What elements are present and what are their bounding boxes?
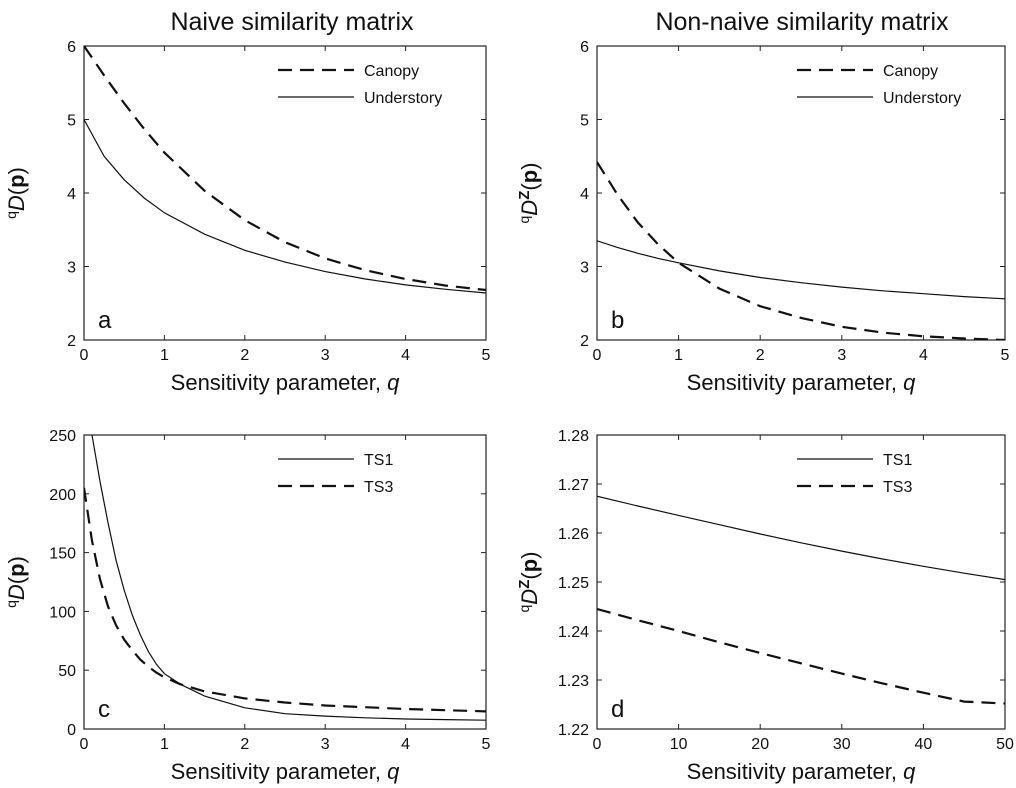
x-tick-label: 50	[996, 736, 1014, 753]
legend-label-understory: Understory	[364, 90, 442, 107]
x-tick-label: 5	[482, 736, 491, 753]
x-tick-label: 4	[919, 347, 928, 364]
legend-label-canopy: Canopy	[883, 63, 938, 80]
x-axis-label: Sensitivity parameter, q	[687, 759, 916, 784]
series-line-canopy	[597, 161, 1005, 340]
legend-label-ts3: TS3	[364, 479, 393, 496]
x-tick-label: 10	[670, 736, 688, 753]
x-tick-label: 0	[80, 347, 89, 364]
x-tick-label: 2	[240, 347, 249, 364]
series-line-ts1	[597, 495, 1005, 581]
x-tick-label: 1	[160, 347, 169, 364]
y-tick-label: 1.23	[558, 673, 589, 690]
y-tick-label: 5	[67, 113, 76, 130]
x-tick-label: 0	[593, 736, 602, 753]
y-axis-label: qD(p)	[3, 556, 29, 608]
x-tick-label: 40	[915, 736, 933, 753]
y-tick-label: 1.27	[558, 477, 589, 494]
y-tick-label: 4	[580, 186, 589, 203]
y-tick-label: 50	[58, 663, 76, 680]
x-tick-label: 4	[401, 347, 410, 364]
legend-label-canopy: Canopy	[364, 63, 419, 80]
series-line-ts1	[91, 435, 486, 721]
y-tick-label: 200	[49, 487, 76, 504]
x-tick-label: 1	[160, 736, 169, 753]
x-tick-label: 30	[833, 736, 851, 753]
x-tick-label: 3	[321, 347, 330, 364]
x-axis-label: Sensitivity parameter, q	[687, 370, 916, 395]
legend-label-ts1: TS1	[364, 452, 393, 469]
y-tick-label: 1.24	[558, 624, 589, 641]
y-tick-label: 1.22	[558, 722, 589, 739]
y-tick-label: 3	[67, 260, 76, 277]
series-line-ts3	[597, 607, 1005, 705]
x-tick-label: 3	[837, 347, 846, 364]
y-tick-label: 4	[67, 186, 76, 203]
legend-label-ts1: TS1	[883, 452, 912, 469]
panels: 0 1 2 3 4 5 2 3 4 5 6 Sensitivity parameter, q qD(p)…	[3, 39, 1014, 784]
x-axis-label: Sensitivity parameter, q	[171, 370, 400, 395]
y-axis-label: qDZ(p)	[516, 552, 543, 613]
y-tick-label: 5	[580, 113, 589, 130]
plot-frame	[83, 434, 487, 730]
y-axis-label: qD(p)	[3, 167, 29, 219]
y-tick-label: 150	[49, 546, 76, 563]
legend-label-ts3: TS3	[883, 479, 912, 496]
y-tick-label: 100	[49, 604, 76, 621]
y-tick-label: 2	[67, 333, 76, 350]
x-tick-label: 3	[321, 736, 330, 753]
y-tick-label: 0	[67, 722, 76, 739]
series-line-understory	[84, 119, 486, 294]
series-line-canopy	[84, 46, 486, 292]
panel-letter: b	[611, 307, 624, 334]
x-axis-label: Sensitivity parameter, q	[171, 759, 400, 784]
x-tick-label: 1	[674, 347, 683, 364]
panel-a: 0 1 2 3 4 5 2 3 4 5 6 Sensitivity parameter, q qD(p)…	[3, 39, 491, 395]
y-tick-label: 2	[580, 333, 589, 350]
y-tick-label: 3	[580, 260, 589, 277]
column-title-right: Non-naive similarity matrix	[655, 8, 949, 36]
x-tick-label: 4	[401, 736, 410, 753]
series-line-understory	[597, 240, 1005, 300]
panel-letter: c	[98, 696, 110, 723]
y-tick-label: 1.28	[558, 428, 589, 445]
x-tick-label: 2	[240, 736, 249, 753]
x-tick-label: 20	[751, 736, 769, 753]
panel-letter: a	[98, 307, 112, 334]
column-title-left: Naive similarity matrix	[170, 8, 414, 36]
panel-letter: d	[611, 696, 624, 723]
x-tick-label: 2	[756, 347, 765, 364]
x-tick-label: 5	[482, 347, 491, 364]
y-axis-label: qDZ(p)	[516, 163, 543, 224]
legend-label-understory: Understory	[883, 90, 961, 107]
x-tick-label: 0	[80, 736, 89, 753]
y-tick-label: 250	[49, 428, 76, 445]
x-tick-label: 5	[1001, 347, 1010, 364]
x-tick-label: 0	[593, 347, 602, 364]
y-tick-label: 6	[67, 39, 76, 56]
y-tick-label: 6	[580, 39, 589, 56]
panel-b: 0 1 2 3 4 5 2 3 4 5 6 Sensitivity parameter, q qDZ(p…	[516, 39, 1010, 395]
y-tick-label: 1.26	[558, 526, 589, 543]
panel-d: 0 10 20 30 40 50 1.22 1.23 1.24 1.25 1.26 1.27 1.28 S…	[516, 428, 1015, 784]
y-tick-label: 1.25	[558, 575, 589, 592]
series-line-ts3	[84, 487, 486, 713]
plot-frame	[596, 434, 1006, 730]
